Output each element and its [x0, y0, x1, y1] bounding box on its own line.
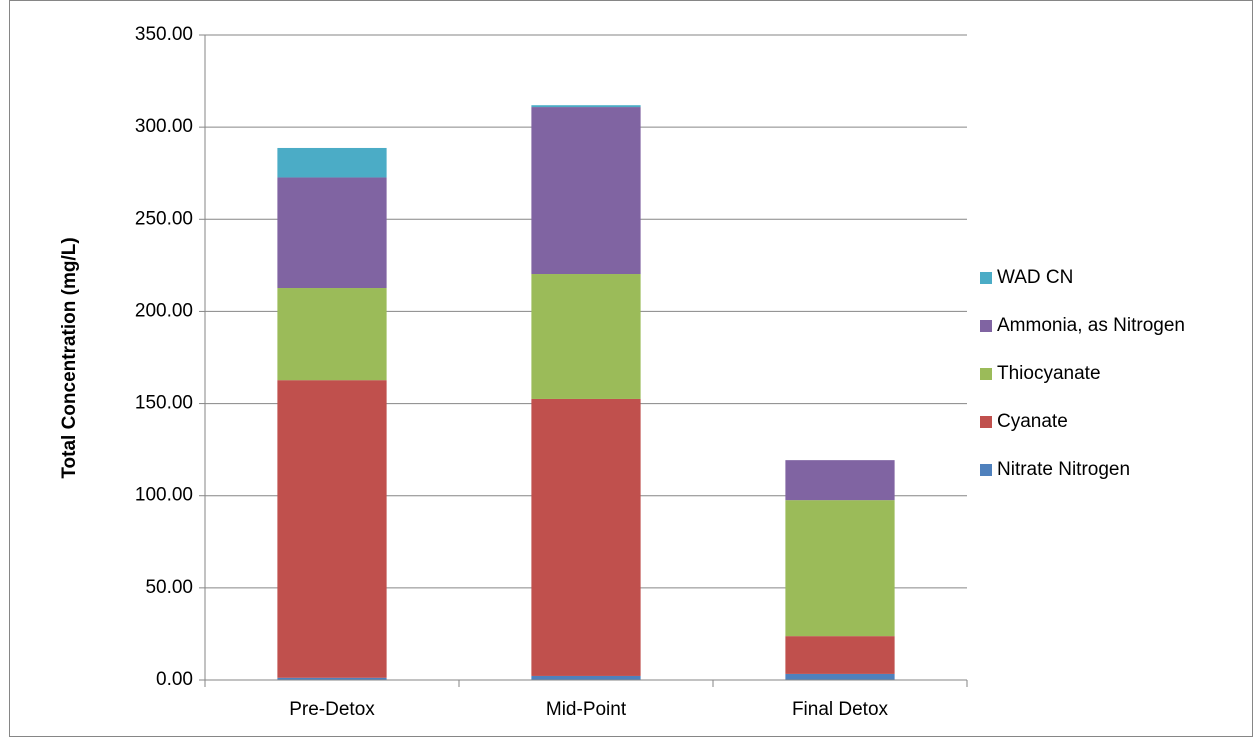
bar-segment: [785, 673, 895, 680]
bar-segment: [277, 147, 387, 178]
bar-segment: [785, 500, 895, 637]
legend-swatch: [980, 272, 992, 284]
legend-swatch: [980, 416, 992, 428]
bar-segment: [531, 107, 641, 275]
legend-swatch: [980, 320, 992, 332]
legend-swatch: [980, 368, 992, 380]
y-tick-label: 150.00: [135, 393, 193, 414]
bar-segment: [531, 274, 641, 399]
legend-label: Ammonia, as Nitrogen: [997, 315, 1185, 336]
y-tick-label: 300.00: [135, 116, 193, 137]
x-tick-label: Final Detox: [792, 699, 889, 720]
y-tick-label: 350.00: [135, 24, 193, 45]
bar-segment: [277, 288, 387, 381]
legend-swatch: [980, 464, 992, 476]
bar-segment: [531, 398, 641, 676]
y-tick-label: 100.00: [135, 485, 193, 506]
bar-segment: [531, 105, 641, 108]
y-tick-label: 50.00: [145, 577, 193, 598]
bar-segment: [785, 636, 895, 674]
legend-label: Thiocyanate: [997, 363, 1101, 384]
legend-label: Cyanate: [997, 411, 1068, 432]
y-tick-label: 250.00: [135, 208, 193, 229]
y-axis-label: Total Concentration (mg/L): [59, 237, 80, 478]
x-tick-label: Mid-Point: [546, 699, 627, 720]
bar-segment: [277, 677, 387, 680]
bar-segment: [277, 177, 387, 289]
legend-label: Nitrate Nitrogen: [997, 459, 1130, 480]
bar-segment: [531, 675, 641, 680]
legend-label: WAD CN: [997, 267, 1073, 288]
y-tick-label: 0.00: [156, 669, 193, 690]
bar-segment: [785, 460, 895, 501]
y-tick-label: 200.00: [135, 300, 193, 321]
bar-segment: [277, 380, 387, 678]
x-tick-label: Pre-Detox: [289, 699, 375, 720]
